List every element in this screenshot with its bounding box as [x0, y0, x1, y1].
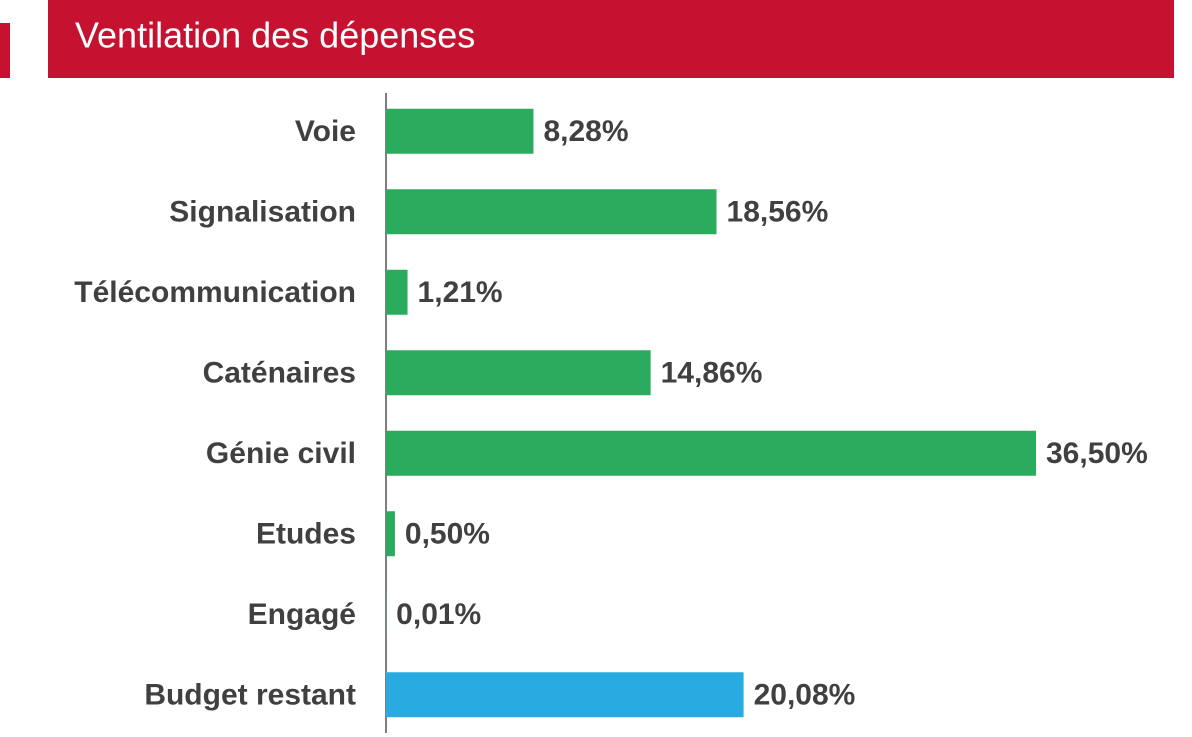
bar	[386, 350, 651, 396]
chart-title: Ventilation des dépenses	[75, 15, 475, 56]
category-label: Voie	[295, 115, 356, 148]
header-bar	[48, 0, 1174, 78]
bar	[386, 430, 1036, 476]
category-label: Engagé	[248, 598, 356, 631]
bar	[386, 672, 744, 718]
value-label: 36,50%	[1046, 437, 1148, 470]
category-label: Caténaires	[203, 357, 356, 390]
value-label: 8,28%	[543, 115, 628, 148]
bar	[386, 269, 408, 315]
category-label: Signalisation	[169, 196, 356, 229]
category-label: Génie civil	[206, 437, 356, 470]
category-label: Budget restant	[144, 679, 356, 712]
value-label: 1,21%	[418, 276, 503, 309]
bar	[386, 108, 534, 154]
header-accent	[0, 23, 10, 78]
value-label: 18,56%	[727, 196, 829, 229]
value-label: 14,86%	[661, 357, 763, 390]
value-label: 0,50%	[405, 518, 490, 551]
bar	[386, 189, 717, 235]
value-label: 20,08%	[754, 679, 856, 712]
bar	[386, 511, 395, 557]
value-label: 0,01%	[396, 598, 481, 631]
category-label: Etudes	[256, 518, 356, 551]
category-label: Télécommunication	[74, 276, 356, 309]
